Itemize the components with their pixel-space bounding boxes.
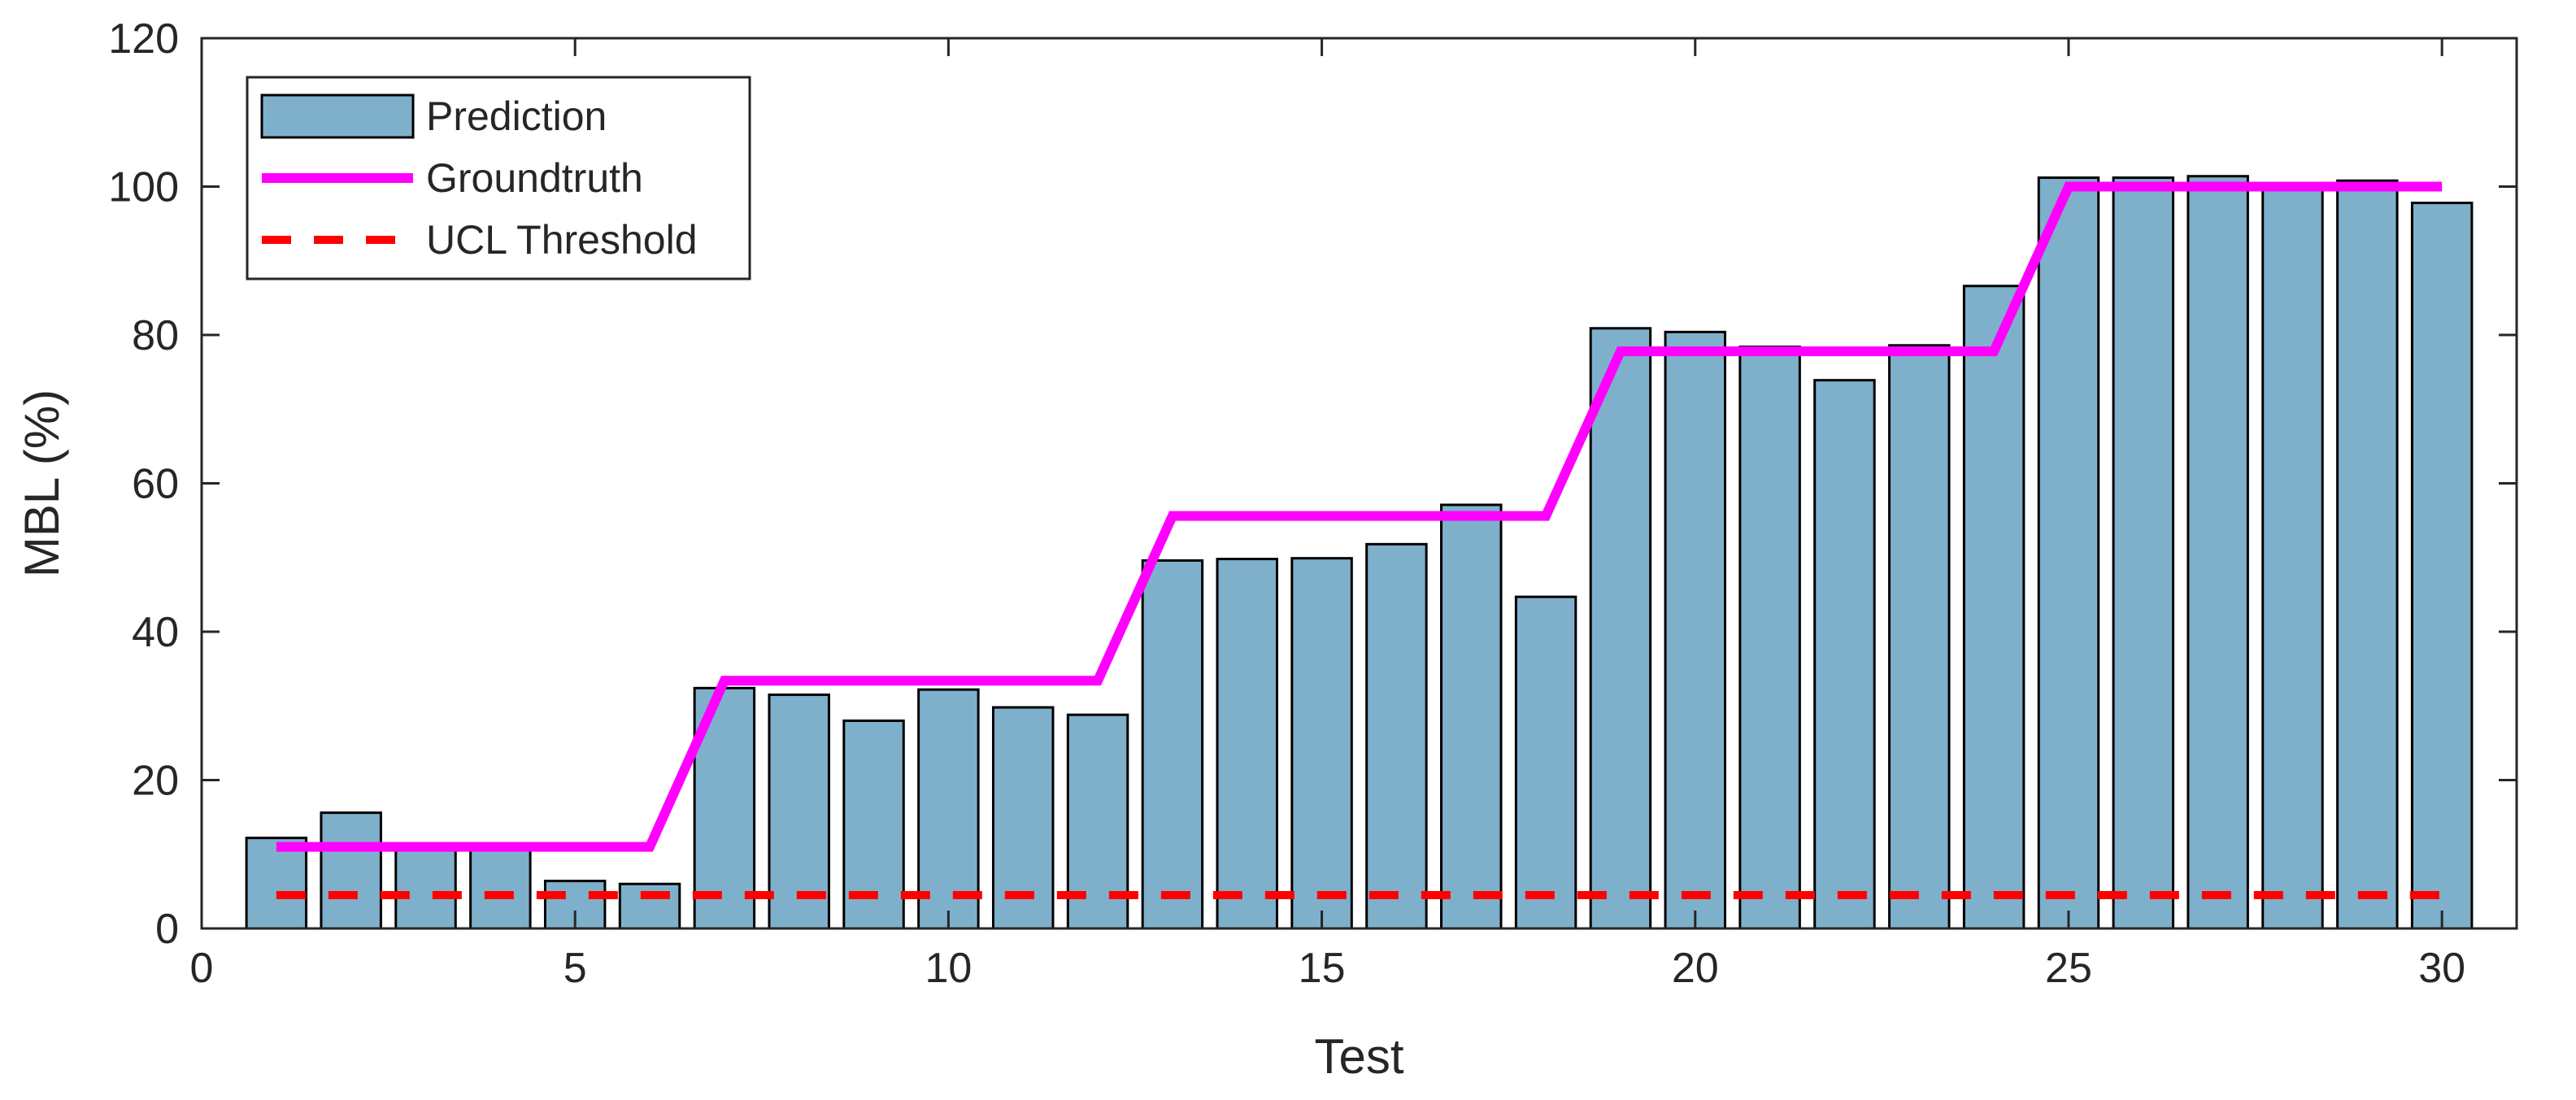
bar-30	[2410, 202, 2474, 930]
bar-24	[1962, 285, 2026, 930]
y-tick-label: 120	[108, 15, 179, 63]
bar-4	[469, 846, 532, 930]
x-tick-label: 5	[564, 945, 587, 992]
x-axis-title: Test	[1314, 1029, 1403, 1084]
y-tick-label: 40	[132, 609, 179, 656]
x-tick-label: 0	[190, 945, 214, 992]
bar-3	[394, 846, 457, 930]
bar-2	[320, 811, 382, 930]
bar-series-prediction	[245, 175, 2474, 930]
x-tick-label: 15	[1299, 945, 1346, 992]
bar-14	[1216, 558, 1278, 930]
bar-1	[245, 837, 308, 930]
y-tick-label: 0	[155, 906, 179, 953]
y-tick-label: 60	[132, 461, 179, 508]
bar-16	[1365, 542, 1428, 930]
bar-27	[2187, 175, 2249, 930]
legend-label-groundtruth: Groundtruth	[426, 155, 643, 201]
y-axis-title: MBL (%)	[15, 389, 69, 577]
y-tick-label: 20	[132, 758, 179, 805]
bar-17	[1440, 503, 1503, 930]
x-tick-label: 20	[1672, 945, 1719, 992]
bar-21	[1738, 346, 1801, 930]
bar-8	[768, 693, 830, 930]
legend-swatch-prediction	[260, 93, 415, 139]
groundtruth-line	[276, 181, 2443, 852]
x-tick-label: 10	[925, 945, 972, 992]
bar-19	[1589, 327, 1652, 930]
bar-15	[1290, 557, 1353, 930]
bar-22	[1813, 379, 1876, 930]
legend-label-prediction: Prediction	[426, 93, 607, 139]
bar-18	[1514, 595, 1577, 930]
bar-20	[1664, 330, 1727, 930]
bar-13	[1141, 559, 1204, 930]
x-tick-label: 30	[2418, 945, 2465, 992]
legend-label-ucl-threshold: UCL Threshold	[426, 217, 698, 263]
bar-28	[2261, 185, 2324, 930]
y-tick-label: 100	[108, 164, 179, 211]
bar-26	[2112, 176, 2175, 930]
x-tick-label: 25	[2045, 945, 2092, 992]
y-tick-label: 80	[132, 312, 179, 359]
axis-ticks	[200, 37, 2517, 930]
axis-tick-labels: 0 5 10 15 20 25 30 0 20 40 60 80 100 120	[108, 15, 2465, 992]
bar-6	[618, 882, 681, 930]
bar-29	[2336, 179, 2399, 930]
bar-10	[917, 688, 980, 930]
bar-25	[2037, 176, 2100, 930]
legend: Prediction Groundtruth UCL Threshold	[246, 76, 751, 280]
bar-23	[1888, 344, 1951, 930]
